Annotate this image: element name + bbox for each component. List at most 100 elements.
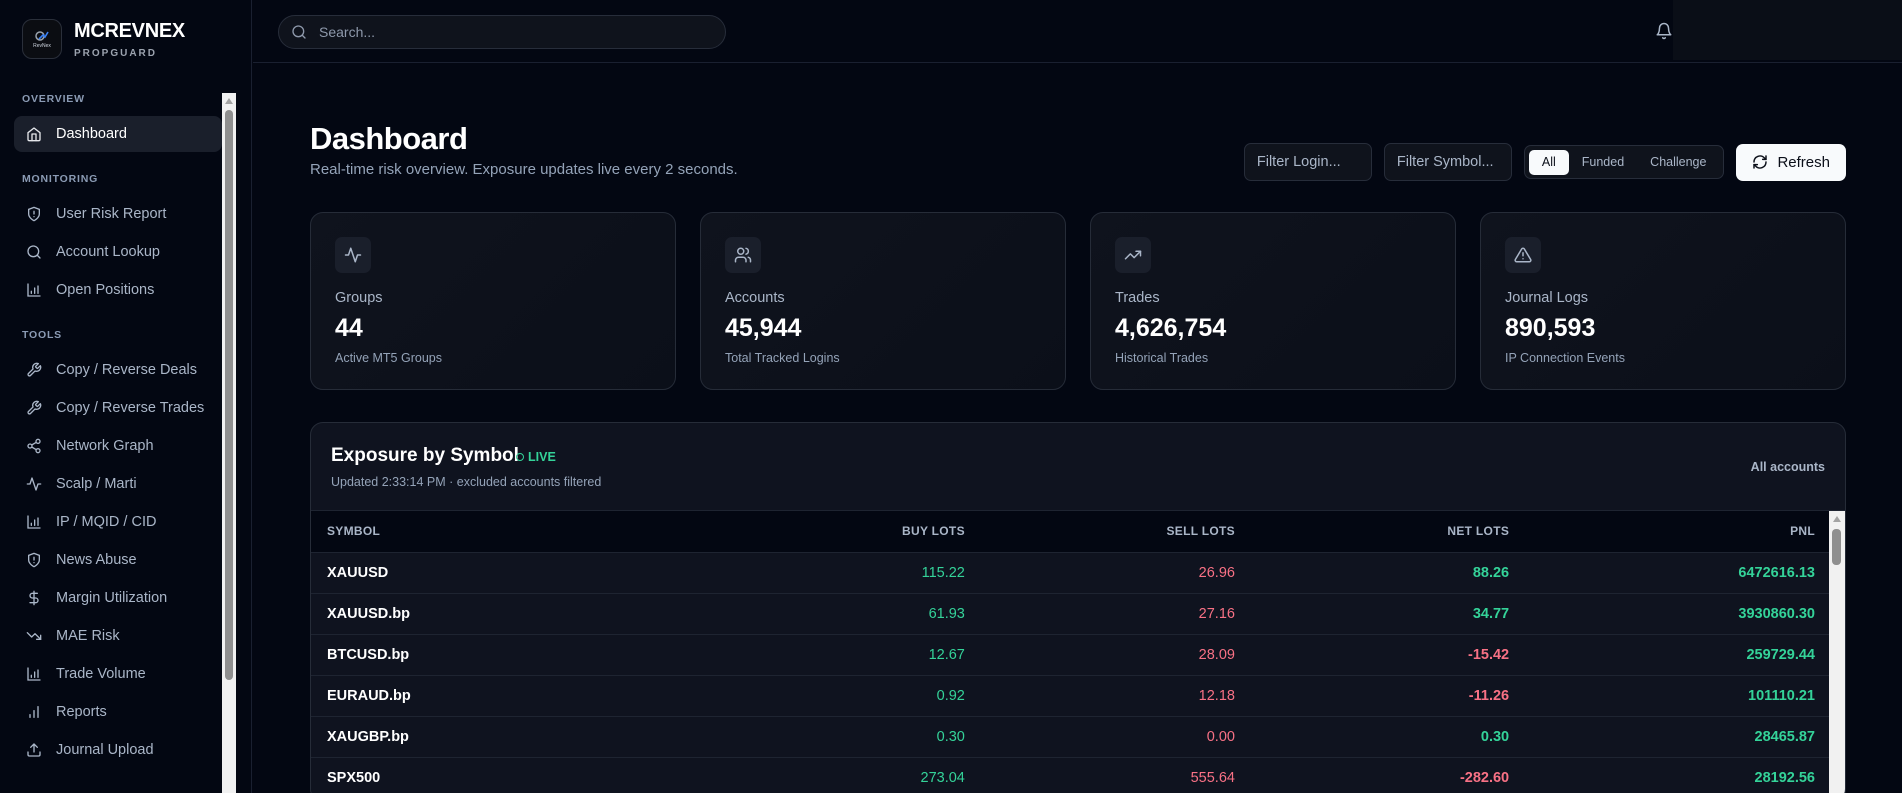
col-net-lots[interactable]: NET LOTS	[1447, 524, 1510, 539]
col-buy-lots[interactable]: BUY LOTS	[902, 524, 965, 539]
exposure-panel: Exposure by Symbol LIVE Updated 2:33:14 …	[310, 422, 1846, 793]
stat-description: Total Tracked Logins	[725, 351, 840, 365]
sidebar-item-open-positions[interactable]: Open Positions	[14, 272, 222, 308]
upload-icon	[27, 743, 41, 757]
cell-pnl: 3930860.30	[1738, 605, 1815, 622]
sidebar-item-reports[interactable]: Reports	[14, 694, 222, 730]
bell-icon[interactable]	[1655, 21, 1673, 41]
cell-sell-lots: 555.64	[1190, 769, 1235, 786]
cell-buy-lots: 115.22	[921, 564, 965, 581]
sidebar-item-user-risk-report[interactable]: User Risk Report	[14, 196, 222, 232]
cell-buy-lots: 12.67	[928, 646, 965, 663]
sidebar-item-trade-volume[interactable]: Trade Volume	[14, 656, 222, 692]
stat-label: Accounts	[725, 290, 785, 306]
page-title: Dashboard	[310, 121, 468, 156]
sidebar-item-copy-reverse-deals[interactable]: Copy / Reverse Deals	[14, 352, 222, 388]
bar-chart-icon	[27, 667, 41, 681]
sidebar-item-margin-utilization[interactable]: Margin Utilization	[14, 580, 222, 616]
table-scrollbar[interactable]	[1829, 511, 1845, 793]
sidebar: RevNex MCREVNEX PROPGUARD OVERVIEW Dashb…	[0, 0, 252, 793]
cell-sell-lots: 0.00	[1206, 728, 1235, 745]
dashboard-controls: All Funded Challenge Refresh	[1243, 143, 1846, 181]
sidebar-item-dashboard[interactable]: Dashboard	[14, 116, 222, 152]
live-badge: LIVE	[516, 450, 556, 464]
shield-alert-icon	[28, 552, 40, 568]
segment-challenge[interactable]: Challenge	[1650, 154, 1707, 169]
sidebar-item-label: Account Lookup	[56, 244, 160, 260]
table-row[interactable]: XAUUSD 115.22 26.96 88.26 6472616.13	[311, 552, 1831, 593]
cell-buy-lots: 61.93	[928, 605, 965, 622]
exposure-table: SYMBOL BUY LOTS SELL LOTS NET LOTS PNL X…	[311, 511, 1831, 793]
segment-funded[interactable]: Funded	[1581, 154, 1625, 169]
scroll-up-arrow-icon[interactable]	[1833, 516, 1841, 522]
sidebar-item-label: Copy / Reverse Trades	[56, 400, 205, 416]
sidebar-item-label: MAE Risk	[56, 628, 120, 644]
sidebar-item-journal-upload[interactable]: Journal Upload	[14, 732, 222, 768]
segment-all[interactable]: All	[1528, 149, 1569, 175]
col-symbol[interactable]: SYMBOL	[327, 524, 381, 539]
exposure-scope[interactable]: All accounts	[1750, 460, 1825, 474]
cell-symbol: BTCUSD.bp	[327, 646, 410, 663]
wrench-icon	[27, 400, 42, 415]
col-sell-lots[interactable]: SELL LOTS	[1166, 524, 1235, 539]
table-row[interactable]: XAUGBP.bp 0.30 0.00 0.30 28465.87	[311, 716, 1831, 757]
bar-chart-icon	[27, 283, 41, 297]
table-row[interactable]: EURAUD.bp 0.92 12.18 -11.26 101110.21	[311, 675, 1831, 716]
refresh-button[interactable]: Refresh	[1736, 143, 1846, 181]
table-row[interactable]: SPX500 273.04 555.64 -282.60 28192.56	[311, 757, 1831, 793]
search-box[interactable]	[278, 15, 726, 49]
col-pnl[interactable]: PNL	[1790, 524, 1815, 539]
cell-symbol: XAUGBP.bp	[327, 728, 409, 745]
brand-subtitle: PROPGUARD	[74, 47, 158, 59]
sidebar-item-label: Journal Upload	[56, 742, 154, 758]
activity-icon	[26, 477, 42, 491]
sidebar-item-scalp-marti[interactable]: Scalp / Marti	[14, 466, 222, 502]
stat-description: Historical Trades	[1115, 351, 1209, 365]
sidebar-scrollbar[interactable]	[222, 93, 236, 793]
stat-description: IP Connection Events	[1505, 351, 1625, 365]
wrench-icon	[27, 362, 42, 377]
alert-triangle-icon	[1514, 247, 1532, 263]
cell-net-lots: -15.42	[1468, 646, 1510, 663]
stat-card-journal-logs: Journal Logs 890,593 IP Connection Event…	[1480, 212, 1846, 390]
stat-value: 890,593	[1505, 314, 1596, 342]
profile-area[interactable]	[1673, 0, 1902, 60]
sidebar-item-copy-reverse-trades[interactable]: Copy / Reverse Trades	[14, 390, 222, 426]
search-input[interactable]	[319, 24, 699, 40]
cell-symbol: XAUUSD.bp	[327, 605, 410, 622]
nav-section-monitoring: MONITORING	[22, 173, 99, 185]
sidebar-item-mae-risk[interactable]: MAE Risk	[14, 618, 222, 654]
cell-pnl: 28465.87	[1754, 728, 1815, 745]
sidebar-item-label: Reports	[56, 704, 107, 720]
stat-card-trades: Trades 4,626,754 Historical Trades	[1090, 212, 1456, 390]
sidebar-item-ip-mqid-cid[interactable]: IP / MQID / CID	[14, 504, 222, 540]
cell-buy-lots: 273.04	[920, 769, 965, 786]
sidebar-item-news-abuse[interactable]: News Abuse	[14, 542, 222, 578]
cell-sell-lots: 12.18	[1198, 687, 1235, 704]
sidebar-nav: OVERVIEW Dashboard MONITORING User Risk …	[14, 92, 222, 770]
cell-net-lots: -11.26	[1468, 687, 1510, 704]
account-type-toggle: All Funded Challenge	[1523, 145, 1725, 179]
sidebar-item-account-lookup[interactable]: Account Lookup	[14, 234, 222, 270]
sidebar-item-label: User Risk Report	[56, 206, 167, 222]
table-row[interactable]: BTCUSD.bp 12.67 28.09 -15.42 259729.44	[311, 634, 1831, 675]
exposure-title: Exposure by Symbol	[331, 445, 519, 466]
stat-description: Active MT5 Groups	[335, 351, 442, 365]
sidebar-item-network-graph[interactable]: Network Graph	[14, 428, 222, 464]
cell-net-lots: 88.26	[1472, 564, 1510, 581]
cell-symbol: XAUUSD	[327, 564, 389, 581]
stat-label: Journal Logs	[1505, 290, 1589, 306]
scrollbar-thumb[interactable]	[225, 110, 233, 680]
brand[interactable]: RevNex MCREVNEX PROPGUARD	[22, 19, 185, 59]
bar-chart-simple-icon	[29, 706, 39, 718]
filter-symbol-input[interactable]	[1383, 143, 1512, 181]
sidebar-item-label: Trade Volume	[56, 666, 146, 682]
filter-login-input[interactable]	[1243, 143, 1372, 181]
stat-label: Groups	[335, 290, 383, 306]
sidebar-item-label: Dashboard	[56, 126, 127, 142]
scroll-up-arrow-icon[interactable]	[225, 98, 233, 104]
scrollbar-thumb[interactable]	[1832, 529, 1841, 565]
home-icon	[27, 127, 41, 142]
cell-net-lots: 0.30	[1480, 728, 1510, 745]
table-row[interactable]: XAUUSD.bp 61.93 27.16 34.77 3930860.30	[311, 593, 1831, 634]
